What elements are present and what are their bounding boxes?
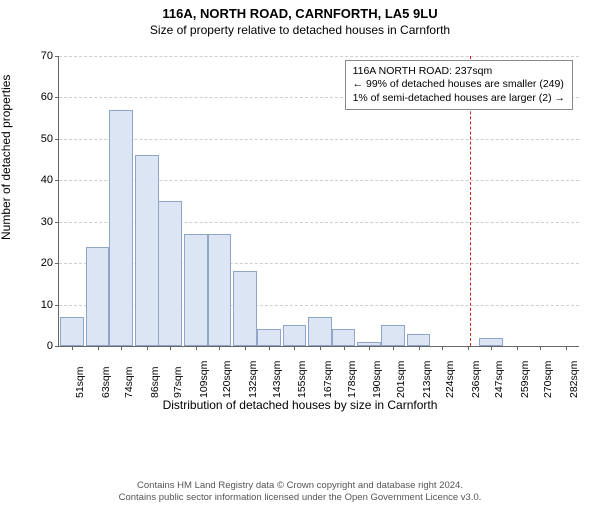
xtick-mark	[540, 346, 541, 350]
xtick-mark	[468, 346, 469, 350]
xtick-label: 97sqm	[172, 366, 184, 398]
xtick-mark	[98, 346, 99, 350]
xtick-label: 213sqm	[421, 361, 433, 398]
xtick-mark	[72, 346, 73, 350]
ytick-label: 70	[41, 50, 53, 62]
ytick-label: 10	[41, 299, 53, 311]
histogram-bar	[308, 317, 332, 346]
gridline	[59, 139, 579, 140]
annotation-line-2: ← 99% of detached houses are smaller (24…	[353, 78, 565, 91]
xtick-label: 224sqm	[444, 361, 456, 398]
ytick-mark	[55, 180, 59, 181]
ytick-label: 60	[41, 91, 53, 103]
xtick-label: 63sqm	[100, 366, 112, 398]
histogram-bar	[184, 234, 208, 346]
xtick-mark	[369, 346, 370, 350]
footer-line-1: Contains HM Land Registry data © Crown c…	[137, 480, 463, 491]
xtick-mark	[566, 346, 567, 350]
xtick-label: 247sqm	[493, 361, 505, 398]
histogram-bar	[233, 271, 257, 346]
xtick-mark	[517, 346, 518, 350]
xtick-label: 132sqm	[247, 361, 259, 398]
xtick-mark	[196, 346, 197, 350]
xtick-mark	[219, 346, 220, 350]
xtick-mark	[442, 346, 443, 350]
ytick-label: 50	[41, 133, 53, 145]
xtick-mark	[269, 346, 270, 350]
xtick-mark	[419, 346, 420, 350]
xtick-label: 201sqm	[395, 361, 407, 398]
xtick-mark	[294, 346, 295, 350]
annotation-line-1: 116A NORTH ROAD: 237sqm	[353, 65, 565, 78]
histogram-bar	[283, 325, 307, 346]
ytick-mark	[55, 222, 59, 223]
xtick-label: 259sqm	[519, 361, 531, 398]
xtick-label: 270sqm	[542, 361, 554, 398]
xtick-mark	[320, 346, 321, 350]
chart-title: 116A, NORTH ROAD, CARNFORTH, LA5 9LU	[0, 6, 600, 21]
xtick-mark	[491, 346, 492, 350]
histogram-bar	[109, 110, 133, 346]
xtick-mark	[121, 346, 122, 350]
xtick-label: 155sqm	[296, 361, 308, 398]
histogram-bar	[208, 234, 232, 346]
ytick-mark	[55, 139, 59, 140]
xtick-label: 178sqm	[346, 361, 358, 398]
xtick-mark	[170, 346, 171, 350]
plot-region: 01020304050607051sqm63sqm74sqm86sqm97sqm…	[58, 56, 579, 347]
ytick-label: 0	[47, 340, 53, 352]
xtick-label: 120sqm	[221, 361, 233, 398]
xtick-label: 51sqm	[74, 366, 86, 398]
histogram-bar	[407, 334, 431, 346]
gridline	[59, 56, 579, 57]
ytick-label: 40	[41, 174, 53, 186]
xtick-label: 109sqm	[198, 361, 210, 398]
xtick-label: 236sqm	[470, 361, 482, 398]
x-axis-label: Distribution of detached houses by size …	[0, 398, 600, 412]
y-axis-label: Number of detached properties	[0, 75, 13, 240]
ytick-mark	[55, 97, 59, 98]
xtick-label: 86sqm	[149, 366, 161, 398]
annotation-box: 116A NORTH ROAD: 237sqm← 99% of detached…	[345, 60, 573, 110]
xtick-mark	[147, 346, 148, 350]
histogram-bar	[332, 329, 356, 346]
xtick-label: 143sqm	[271, 361, 283, 398]
ytick-mark	[55, 346, 59, 347]
xtick-label: 190sqm	[371, 361, 383, 398]
chart-subtitle: Size of property relative to detached ho…	[0, 23, 600, 37]
histogram-bar	[479, 338, 503, 346]
histogram-bar	[86, 247, 110, 346]
histogram-bar	[158, 201, 182, 346]
footer-line-2: Contains public sector information licen…	[119, 492, 482, 503]
histogram-bar	[381, 325, 405, 346]
annotation-line-3: 1% of semi-detached houses are larger (2…	[353, 92, 565, 105]
xtick-mark	[393, 346, 394, 350]
histogram-bar	[135, 155, 159, 346]
ytick-label: 20	[41, 257, 53, 269]
ytick-mark	[55, 56, 59, 57]
histogram-bar	[60, 317, 84, 346]
xtick-mark	[344, 346, 345, 350]
xtick-mark	[245, 346, 246, 350]
xtick-label: 167sqm	[322, 361, 334, 398]
xtick-label: 74sqm	[123, 366, 135, 398]
attribution-footer: Contains HM Land Registry data © Crown c…	[0, 480, 600, 504]
ytick-label: 30	[41, 216, 53, 228]
histogram-bar	[257, 329, 281, 346]
ytick-mark	[55, 263, 59, 264]
chart-area: Number of detached properties 0102030405…	[0, 50, 600, 430]
ytick-mark	[55, 305, 59, 306]
xtick-label: 282sqm	[568, 361, 580, 398]
